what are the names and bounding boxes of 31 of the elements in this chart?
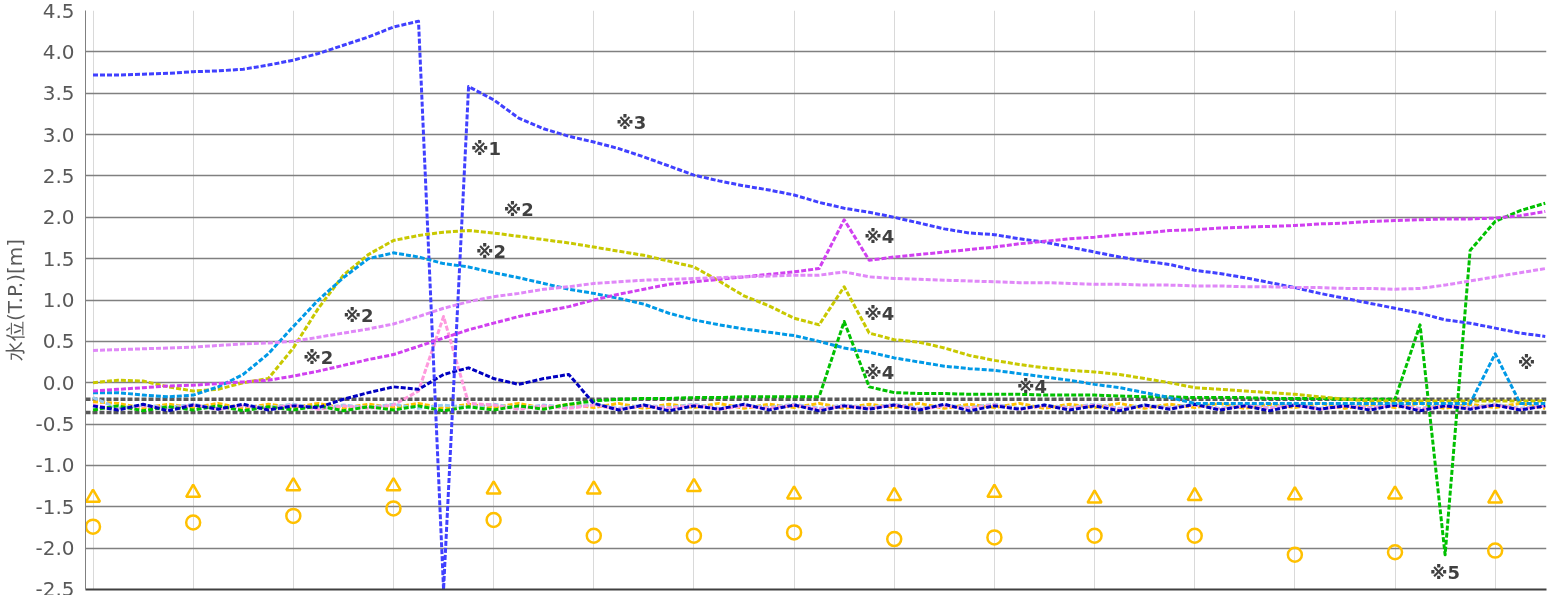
- line-series: [91, 201, 1547, 557]
- annotation: ※3: [616, 111, 647, 133]
- y-tick-label: 4.5: [42, 0, 75, 23]
- annotation: ※: [1517, 352, 1536, 374]
- annotation: ※1: [471, 138, 502, 160]
- annotation: ※2: [476, 240, 507, 262]
- annotation: ※2: [503, 199, 534, 221]
- y-tick-label: -2.5: [35, 576, 75, 595]
- line-series: [91, 19, 1547, 590]
- y-tick-label: 1.0: [42, 288, 75, 312]
- y-axis-title: 水位(T.P.)[m]: [3, 238, 28, 362]
- annotation: ※4: [864, 302, 895, 324]
- annotation: ※4: [864, 225, 895, 247]
- y-tick-label: -1.5: [35, 494, 75, 519]
- y-tick-label: 2.5: [42, 163, 75, 188]
- annotation: ※4: [864, 362, 895, 384]
- y-tick-label: 3.5: [42, 81, 75, 106]
- annotation: ※5: [1430, 562, 1461, 584]
- y-tick-label: 0.5: [42, 329, 75, 354]
- y-tick-label: 3.0: [42, 122, 75, 147]
- annotation: ※2: [343, 305, 374, 327]
- y-tick-label: -1.0: [35, 453, 75, 478]
- y-tick-label: -0.5: [35, 412, 75, 437]
- annotation: ※2: [303, 346, 334, 368]
- y-tick-label: -2.0: [35, 536, 75, 561]
- line-series: [91, 400, 1547, 410]
- y-tick-label: 1.5: [42, 246, 75, 271]
- annotation: ※4: [1016, 376, 1047, 398]
- y-tick-label: 2.0: [42, 205, 75, 230]
- y-tick-label: 4.0: [42, 39, 75, 64]
- y-tick-label: 0.0: [42, 370, 75, 395]
